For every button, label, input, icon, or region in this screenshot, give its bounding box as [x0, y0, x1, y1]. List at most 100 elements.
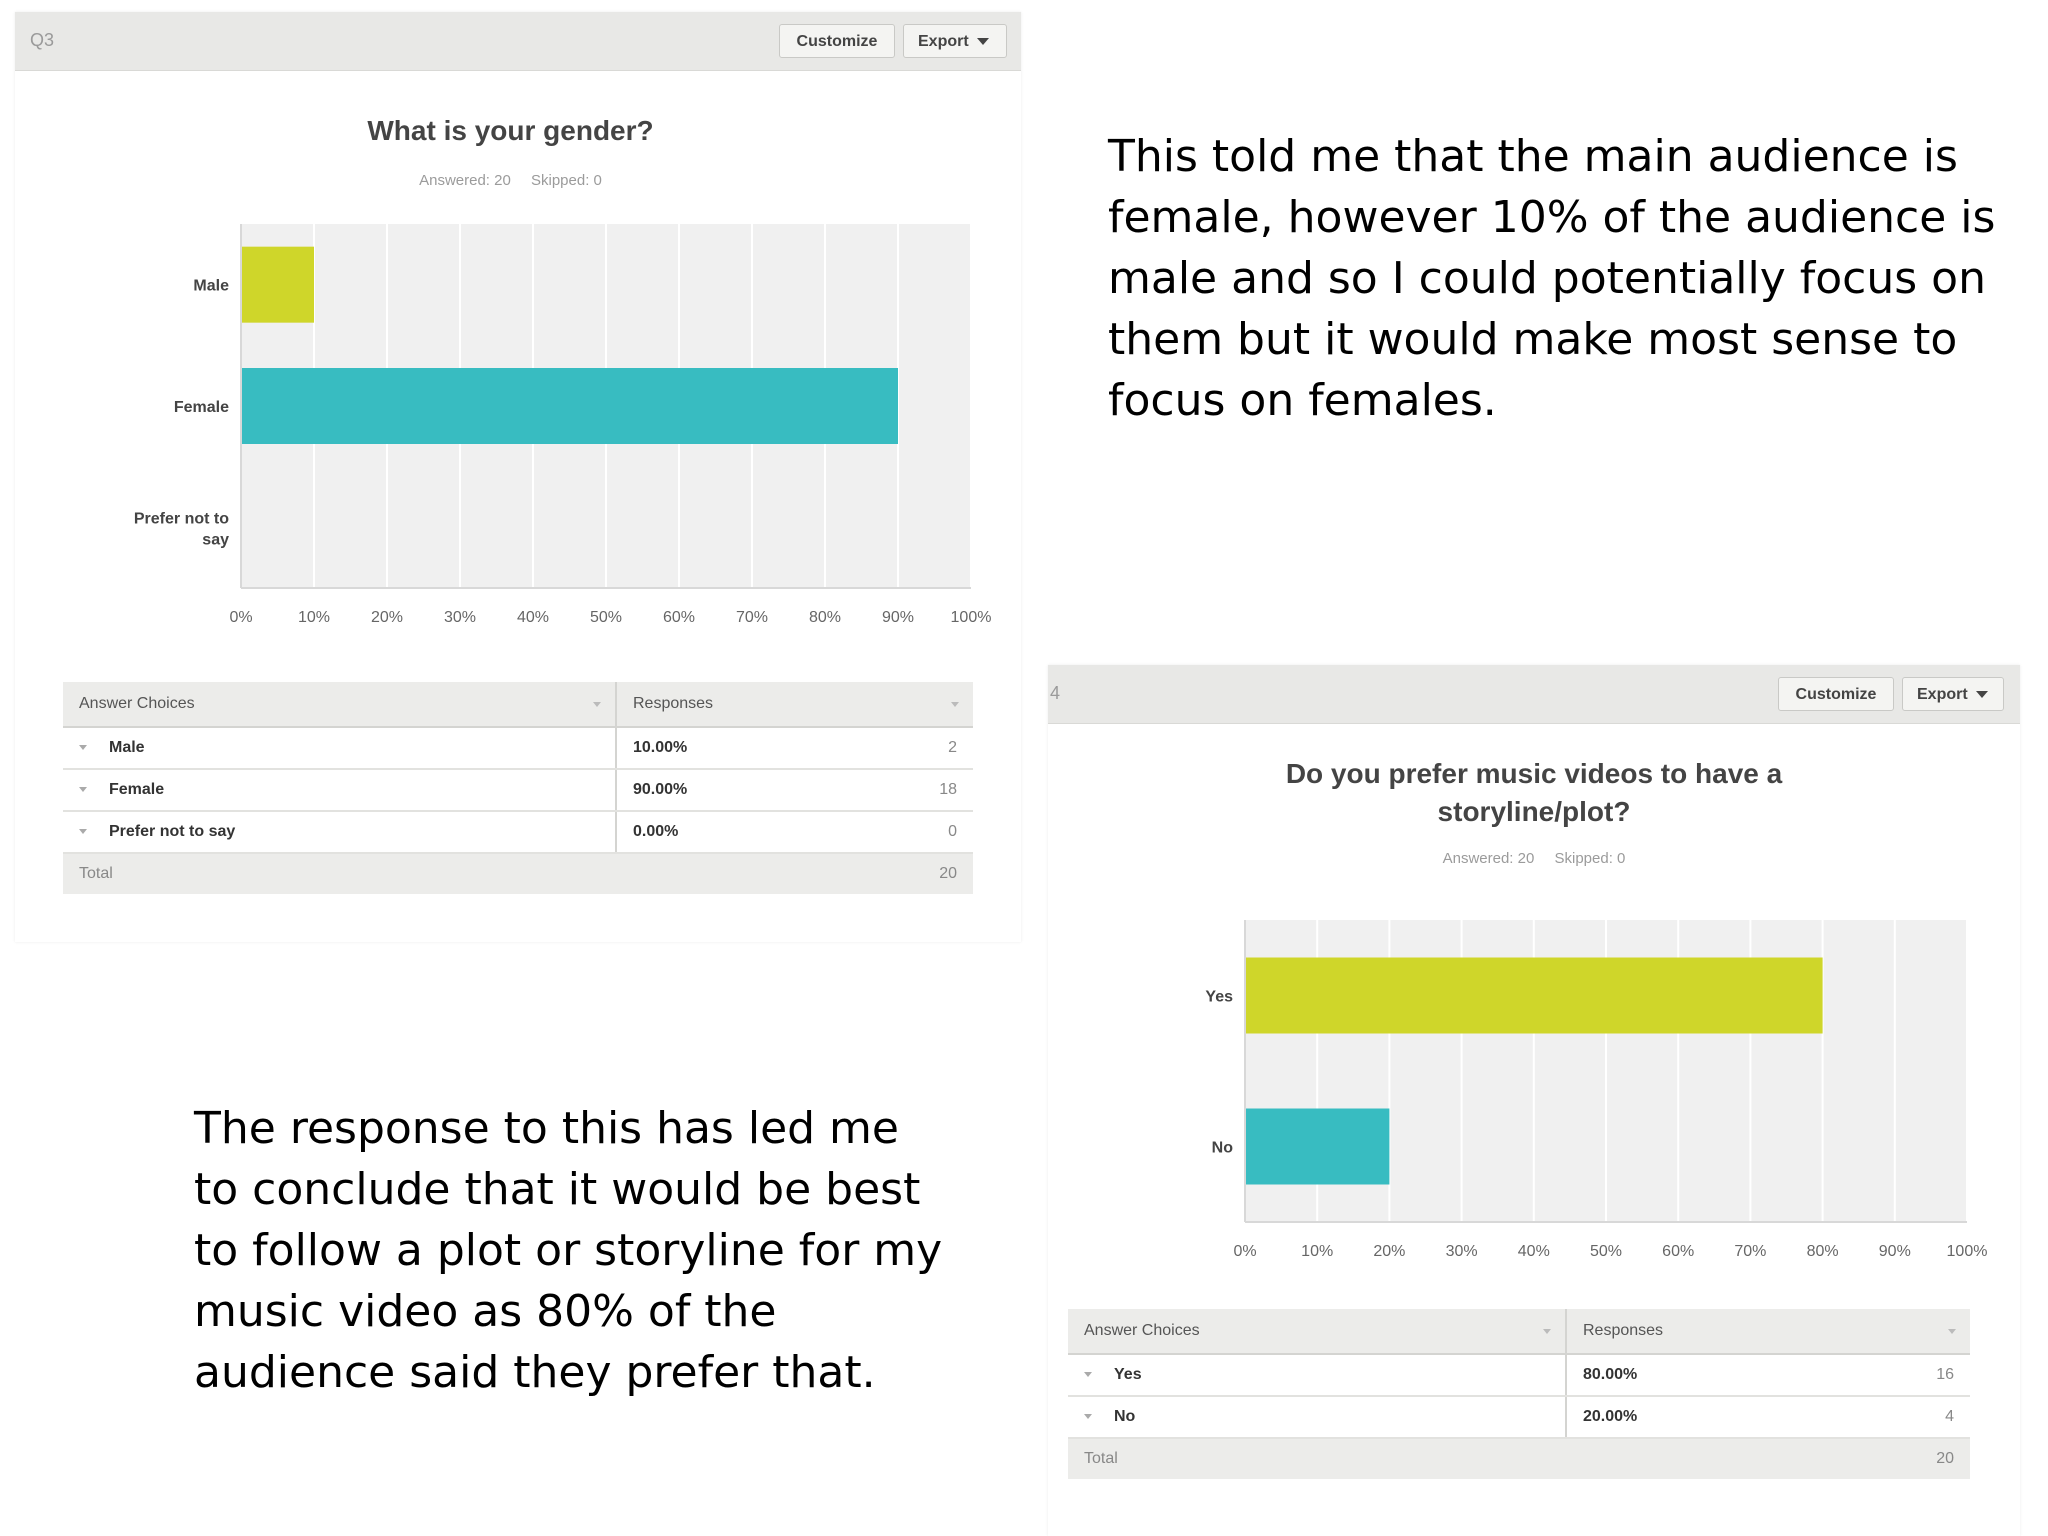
- response-count: 2: [948, 739, 957, 756]
- bar[interactable]: [242, 368, 898, 444]
- table-row[interactable]: Yes 80.00% 16: [1068, 1354, 1970, 1397]
- x-tick-label: 80%: [1807, 1243, 1839, 1260]
- answered-skipped: Answered: 20 Skipped: 0: [1048, 850, 2020, 867]
- x-tick-label: 50%: [1590, 1243, 1622, 1260]
- skipped-count: Skipped: 0: [1554, 850, 1626, 867]
- col-header-choices[interactable]: Answer Choices: [1068, 1309, 1566, 1355]
- sort-icon: [1543, 1329, 1551, 1334]
- storyline-bar-chart: 0% 10% 20% 30% 40% 50% 60% 70% 80% 90% 100% Yes No: [1205, 920, 1988, 1260]
- chart-title-line1: Do you prefer music videos to have a: [1285, 758, 1783, 789]
- table-row[interactable]: Prefer not to say 0.00% 0: [63, 811, 973, 854]
- response-count: 16: [1936, 1366, 1954, 1383]
- choice-cell: Prefer not to say: [63, 811, 616, 854]
- x-tick-label: 100%: [951, 609, 992, 626]
- export-button[interactable]: Export: [903, 24, 1007, 58]
- choice-label: Male: [109, 739, 145, 756]
- x-tick-label: 60%: [1662, 1243, 1694, 1260]
- x-tick-label: 40%: [1518, 1243, 1550, 1260]
- choice-label: Yes: [1114, 1366, 1142, 1383]
- x-tick-label: 90%: [882, 609, 914, 626]
- question-number: Q3: [30, 30, 55, 50]
- customize-button[interactable]: Customize: [1778, 677, 1894, 711]
- choice-cell: Female: [63, 769, 616, 812]
- x-tick-label: 20%: [1373, 1243, 1405, 1260]
- note-line: female, however 10% of the audience is: [1108, 192, 1996, 243]
- response-table: Answer Choices Responses Male 10.00% 2 Fe…: [63, 682, 973, 894]
- y-category-label: Male: [193, 278, 229, 295]
- answered-count: Answered: 20: [419, 172, 511, 189]
- table-row[interactable]: Male 10.00% 2: [63, 727, 973, 770]
- export-button[interactable]: Export: [1902, 677, 2004, 711]
- x-tick-label: 10%: [1301, 1243, 1333, 1260]
- note-line: audience said they prefer that.: [194, 1347, 876, 1398]
- chevron-down-icon: [976, 38, 989, 46]
- note-line: to conclude that it would be best: [194, 1164, 921, 1215]
- x-tick-label: 70%: [736, 609, 768, 626]
- x-tick-label: 60%: [663, 609, 695, 626]
- expand-icon[interactable]: [1084, 1372, 1092, 1378]
- total-value: 20: [616, 853, 973, 894]
- total-label: Total: [1068, 1438, 1566, 1479]
- x-tick-label: 100%: [1947, 1243, 1988, 1260]
- col-header-responses[interactable]: Responses: [615, 682, 973, 728]
- bar[interactable]: [242, 246, 314, 323]
- customize-button[interactable]: Customize: [779, 24, 895, 58]
- chart-title-line2: storyline/plot?: [1437, 796, 1631, 827]
- response-cell: 90.00% 18: [615, 769, 973, 812]
- answered-count: Answered: 20: [1442, 850, 1535, 867]
- table-header-row: Answer Choices Responses: [63, 682, 973, 728]
- col-header-responses[interactable]: Responses: [1565, 1309, 1970, 1355]
- question-panel-q4: 4 Customize Export Do you prefer music v…: [1048, 665, 2020, 1536]
- commentary-storyline: The response to this has led me to concl…: [194, 1098, 942, 1403]
- col-header-responses-label: Responses: [633, 695, 714, 712]
- response-cell: 10.00% 2: [615, 727, 973, 770]
- x-tick-label: 80%: [809, 609, 841, 626]
- table-row[interactable]: Female 90.00% 18: [63, 769, 973, 812]
- bar[interactable]: [1246, 1108, 1390, 1185]
- table-row[interactable]: No 20.00% 4: [1068, 1396, 1970, 1439]
- export-label: Export: [1917, 686, 1968, 703]
- note-line: focus on females.: [1108, 375, 1497, 426]
- response-count: 0: [948, 823, 957, 840]
- sort-icon: [593, 702, 601, 707]
- y-category-label: Yes: [1205, 989, 1233, 1006]
- answered-skipped: Answered: 20 Skipped: 0: [0, 172, 1021, 189]
- choice-label: Prefer not to say: [109, 823, 236, 840]
- sort-icon: [951, 702, 959, 707]
- x-tick-label: 0%: [229, 609, 252, 626]
- table-total-row: Total 20: [1068, 1438, 1970, 1479]
- expand-icon[interactable]: [79, 787, 87, 793]
- response-count: 18: [939, 781, 957, 798]
- response-percent: 0.00%: [633, 823, 679, 840]
- x-tick-label: 70%: [1734, 1243, 1766, 1260]
- response-percent: 10.00%: [633, 739, 688, 756]
- response-count: 4: [1945, 1408, 1954, 1425]
- question-number: 4: [1050, 683, 1061, 703]
- panel-header: 4 Customize Export: [1048, 665, 2020, 724]
- note-line: them but it would make most sense to: [1108, 314, 1958, 365]
- note-line: music video as 80% of the: [194, 1286, 777, 1337]
- sort-icon: [1948, 1329, 1956, 1334]
- expand-icon[interactable]: [1084, 1414, 1092, 1420]
- expand-icon[interactable]: [79, 829, 87, 835]
- total-label: Total: [63, 853, 616, 894]
- col-header-choices[interactable]: Answer Choices: [63, 682, 616, 728]
- choice-label: No: [1114, 1408, 1136, 1425]
- note-line: male and so I could potentially focus on: [1108, 253, 1986, 304]
- customize-label: Customize: [1795, 686, 1877, 703]
- commentary-gender: This told me that the main audience is f…: [1108, 126, 1995, 431]
- customize-label: Customize: [796, 33, 878, 50]
- response-table: Answer Choices Responses Yes 80.00% 16 No…: [1068, 1309, 1970, 1479]
- choice-cell: Male: [63, 727, 616, 770]
- export-label: Export: [918, 33, 969, 50]
- bar[interactable]: [1246, 957, 1823, 1034]
- table-header-row: Answer Choices Responses: [1068, 1309, 1970, 1355]
- total-value: 20: [1566, 1438, 1970, 1479]
- response-cell: 0.00% 0: [615, 811, 973, 854]
- y-category-label: Prefer not to say: [134, 510, 229, 548]
- chart-title: What is your gender?: [367, 115, 654, 146]
- response-percent: 80.00%: [1583, 1366, 1638, 1383]
- x-tick-label: 30%: [444, 609, 476, 626]
- table-total-row: Total 20: [63, 853, 973, 894]
- expand-icon[interactable]: [79, 745, 87, 751]
